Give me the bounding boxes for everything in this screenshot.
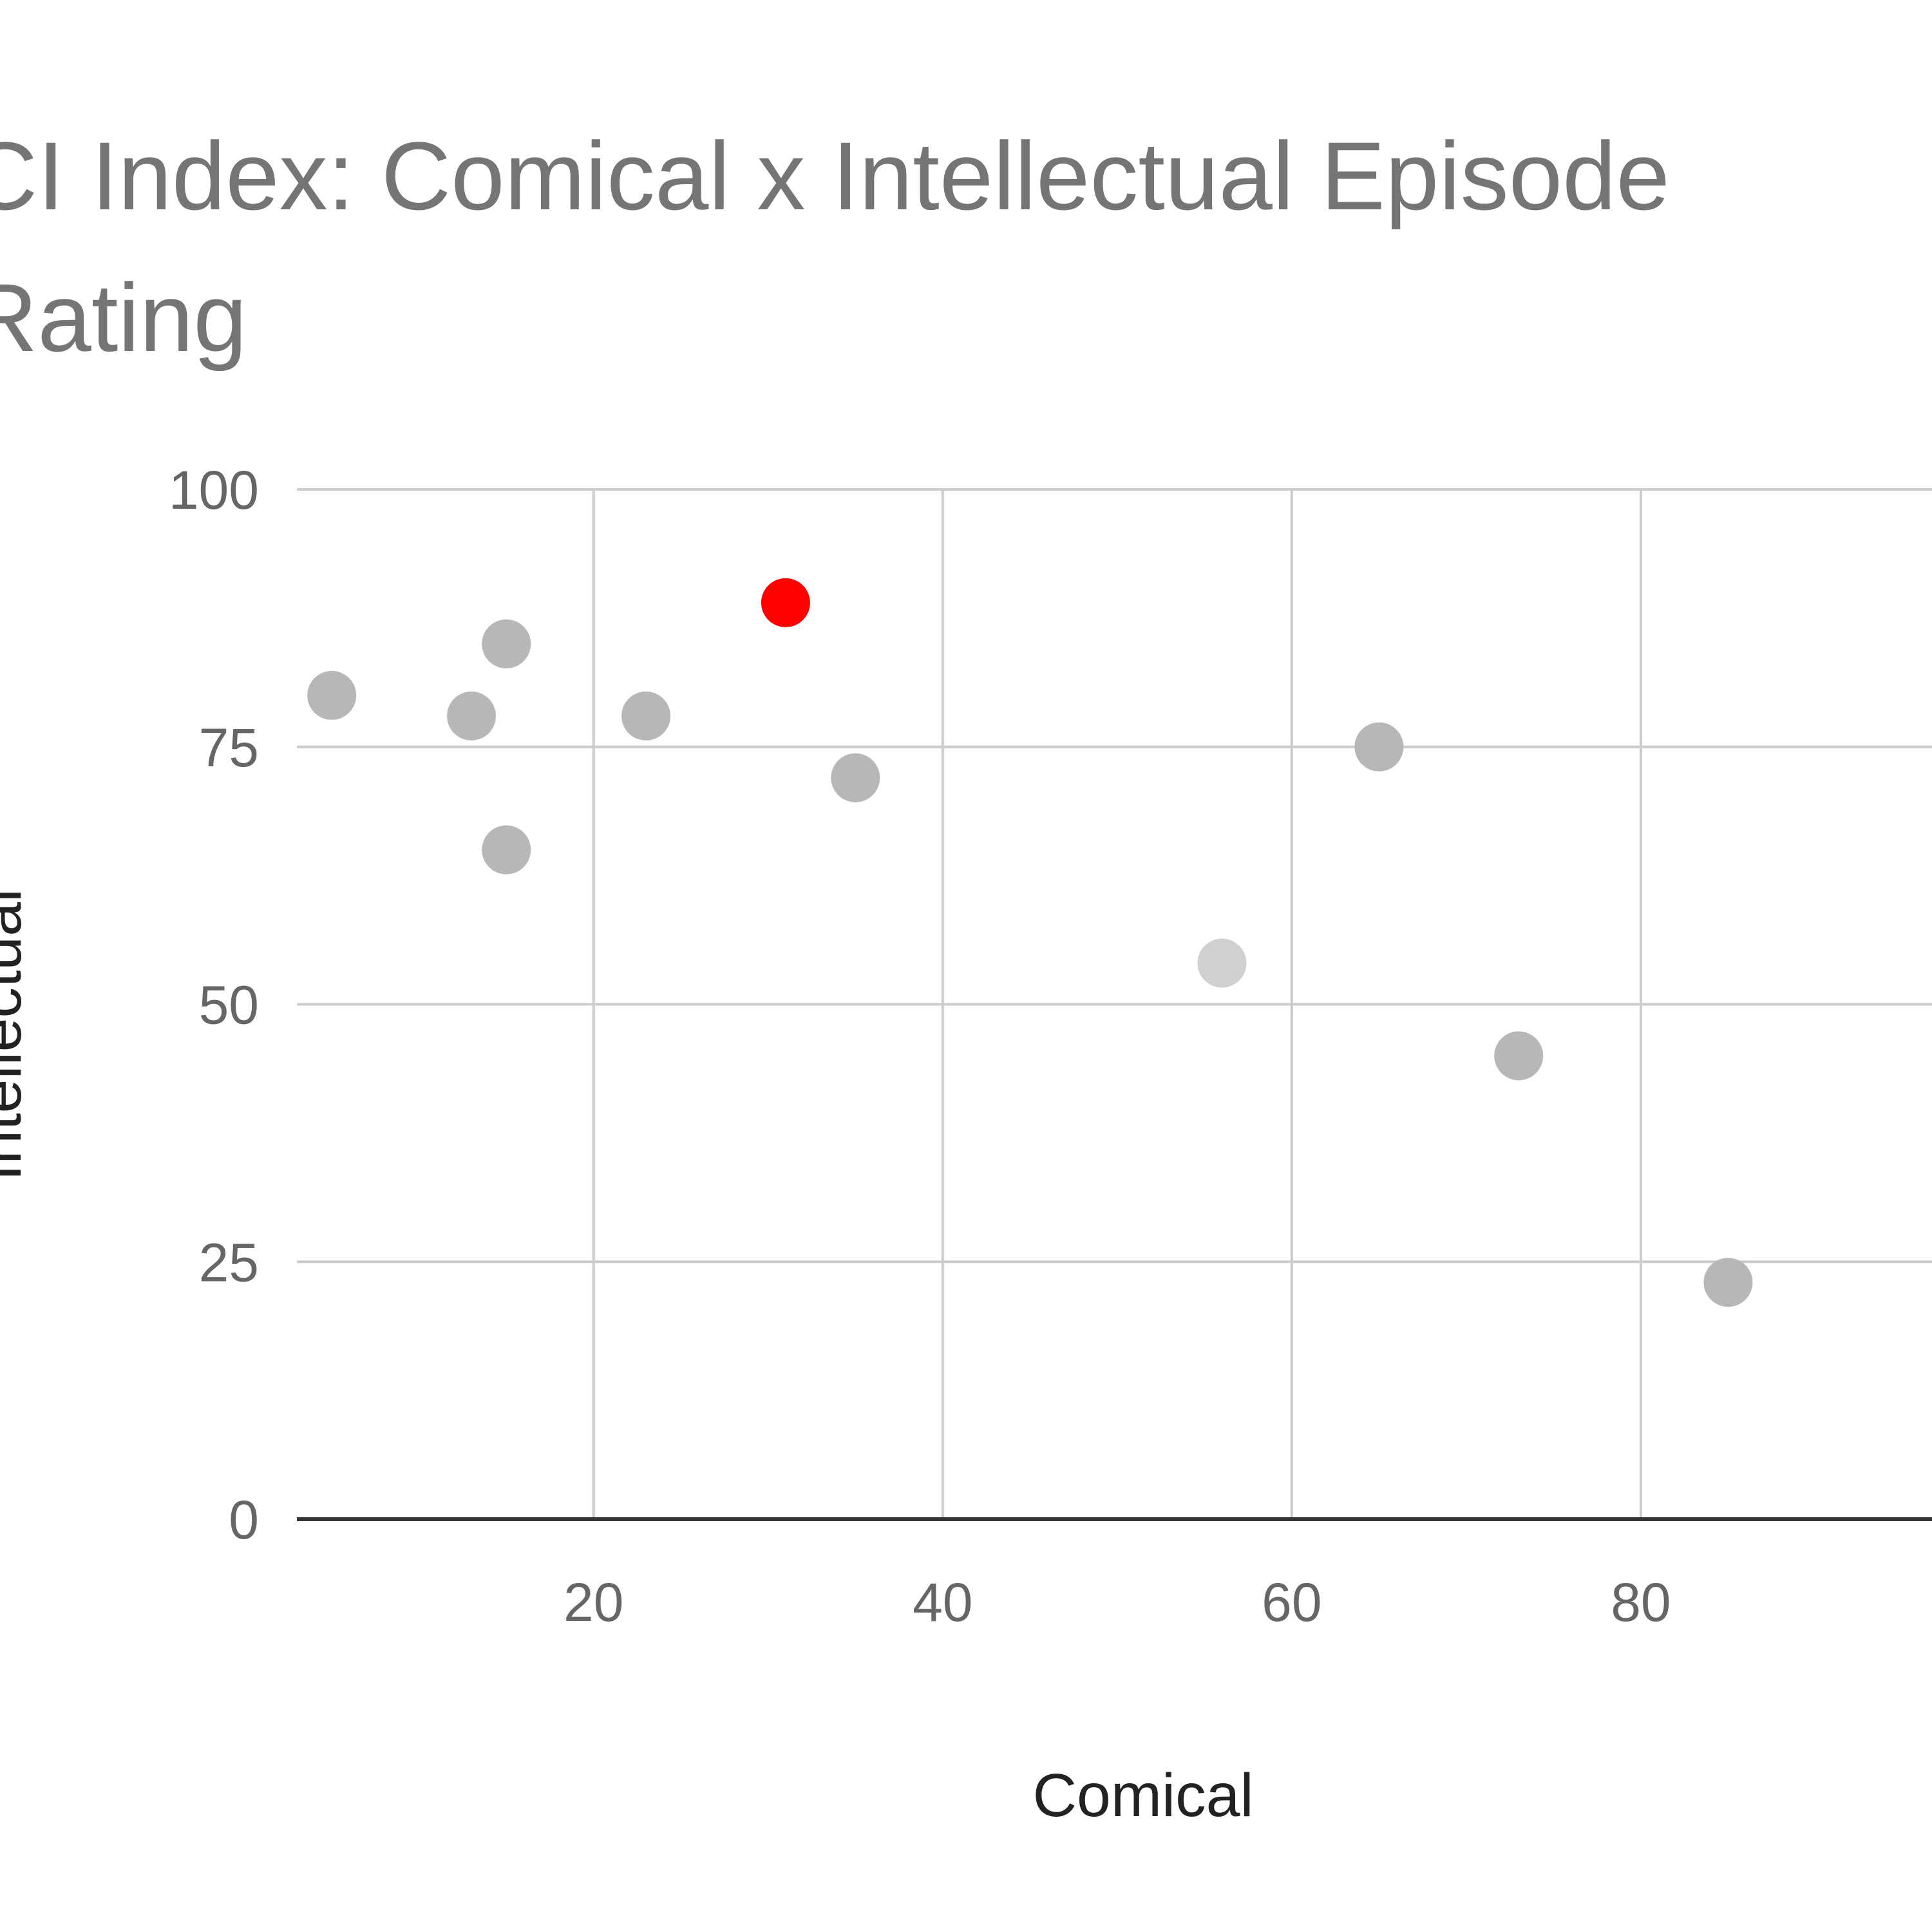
x-axis-label: Comical	[1032, 1761, 1253, 1830]
y-tick-label: 25	[199, 1232, 259, 1293]
x-tick-label: 20	[564, 1572, 623, 1633]
x-tick-label: 60	[1262, 1572, 1321, 1633]
scatter-point	[1354, 722, 1404, 772]
scatter-point	[761, 578, 810, 627]
scatter-point	[482, 619, 531, 668]
scatter-point	[621, 691, 671, 741]
scatter-point	[1197, 938, 1247, 988]
scatter-point	[307, 670, 357, 720]
scatter-point	[447, 691, 497, 741]
y-tick-label: 50	[199, 975, 259, 1036]
scatter-point	[831, 753, 880, 802]
chart-title: Rating	[0, 263, 247, 372]
y-tick-label: 75	[199, 717, 259, 778]
scatter-point	[482, 825, 531, 875]
x-tick-label: 80	[1611, 1572, 1671, 1633]
y-tick-label: 100	[169, 460, 259, 520]
y-axis-label: Intellectual	[0, 889, 34, 1181]
scatter-point	[1703, 1258, 1753, 1307]
chart-title: CI Index: Comical x Intellectual Episode	[0, 122, 1670, 230]
scatter-point	[1494, 1031, 1544, 1081]
x-tick-label: 40	[913, 1572, 972, 1633]
y-tick-label: 0	[229, 1490, 259, 1550]
